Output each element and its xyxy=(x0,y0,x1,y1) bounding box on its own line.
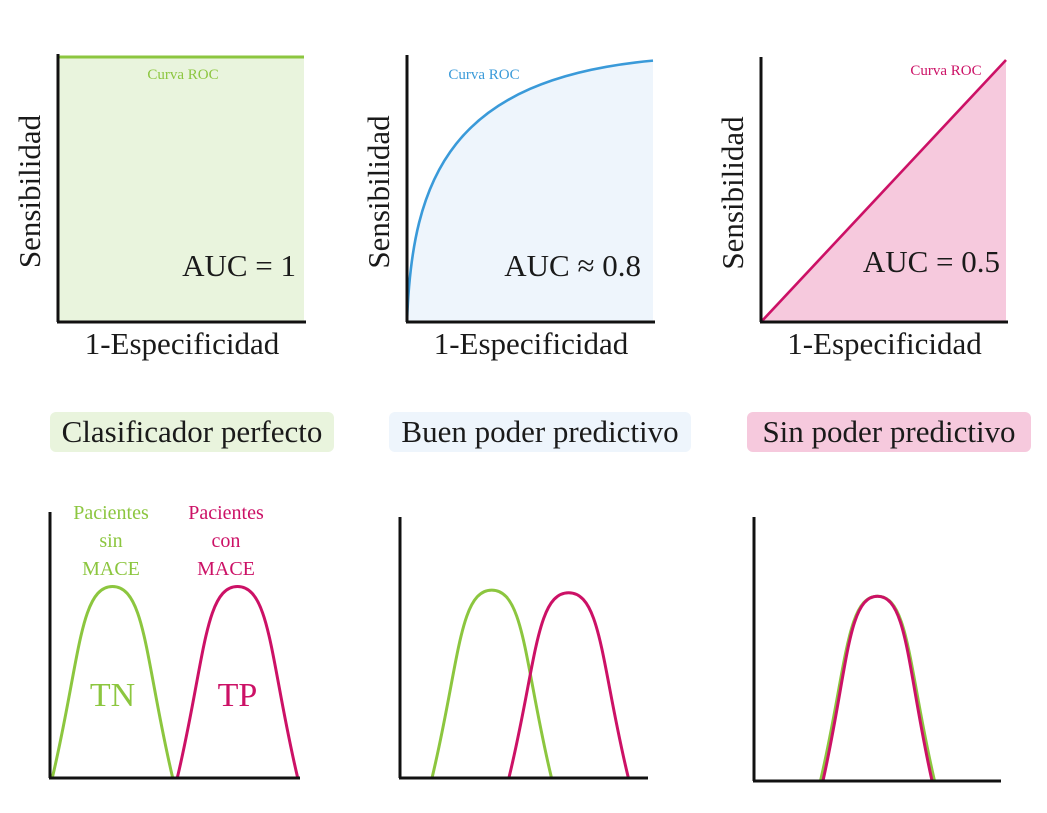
distribution-curve-1-2 xyxy=(176,584,299,778)
curve-label-1: Curva ROC xyxy=(147,67,218,83)
y-axis-title-2: Sensibilidad xyxy=(361,115,396,269)
group-label-line: Pacientes xyxy=(188,502,264,524)
group-label-line: MACE xyxy=(82,558,140,580)
y-axis-title-1: Sensibilidad xyxy=(12,114,47,268)
distribution-curve-2-2 xyxy=(507,591,630,778)
auc-label-3: AUC = 0.5 xyxy=(863,244,1000,279)
roc-area-1 xyxy=(58,57,304,322)
auc-label-1: AUC = 1 xyxy=(182,248,296,283)
group-label-line: Pacientes xyxy=(73,502,149,524)
group-label-line: sin xyxy=(99,530,122,552)
x-axis-title-3: 1-Especificidad xyxy=(787,326,982,361)
distribution-chart-2 xyxy=(398,517,648,780)
auc-label-2: AUC ≈ 0.8 xyxy=(504,248,641,283)
distribution-curve-3-2 xyxy=(821,594,934,781)
classifier-label-2: Buen poder predictivo xyxy=(401,414,678,449)
roc-curve-2 xyxy=(405,59,654,323)
roc-area-2 xyxy=(407,60,653,322)
classifier-badge-2 xyxy=(389,412,691,452)
roc-chart-1: Curva ROC AUC = 1 1-Especificidad Sensibili… xyxy=(12,54,334,452)
distribution-chart-3 xyxy=(752,517,1001,783)
group-label-1: Pacientes sin MACE xyxy=(73,502,149,580)
group-label-2: Pacientes con MACE xyxy=(188,502,264,580)
region-label-tp: TP xyxy=(218,677,258,714)
classifier-label-1: Clasificador perfecto xyxy=(62,414,323,449)
classifier-badge-3 xyxy=(747,412,1031,452)
region-label-tn: TN xyxy=(90,677,135,714)
curve-label-2: Curva ROC xyxy=(448,67,519,83)
roc-chart-3: Curva ROC AUC = 0.5 1-Especificidad Sensibi… xyxy=(715,57,1031,452)
group-label-line: con xyxy=(212,530,241,552)
classifier-badge-1 xyxy=(50,412,334,452)
distribution-curve-2-1 xyxy=(430,588,553,778)
distribution-chart-1: TN TP xyxy=(48,512,300,780)
distribution-curve-1-1 xyxy=(51,584,174,778)
x-axis-title-1: 1-Especificidad xyxy=(85,326,280,361)
y-axis-title-3: Sensibilidad xyxy=(715,116,750,270)
distribution-curve-3-1 xyxy=(819,594,936,781)
roc-chart-2: Curva ROC AUC ≈ 0.8 1-Especificidad Sensibi… xyxy=(361,55,691,452)
group-label-line: MACE xyxy=(197,558,255,580)
classifier-label-3: Sin poder predictivo xyxy=(762,414,1015,449)
roc-curve-3 xyxy=(760,59,1007,323)
x-axis-title-2: 1-Especificidad xyxy=(434,326,629,361)
curve-label-3: Curva ROC xyxy=(910,63,981,79)
